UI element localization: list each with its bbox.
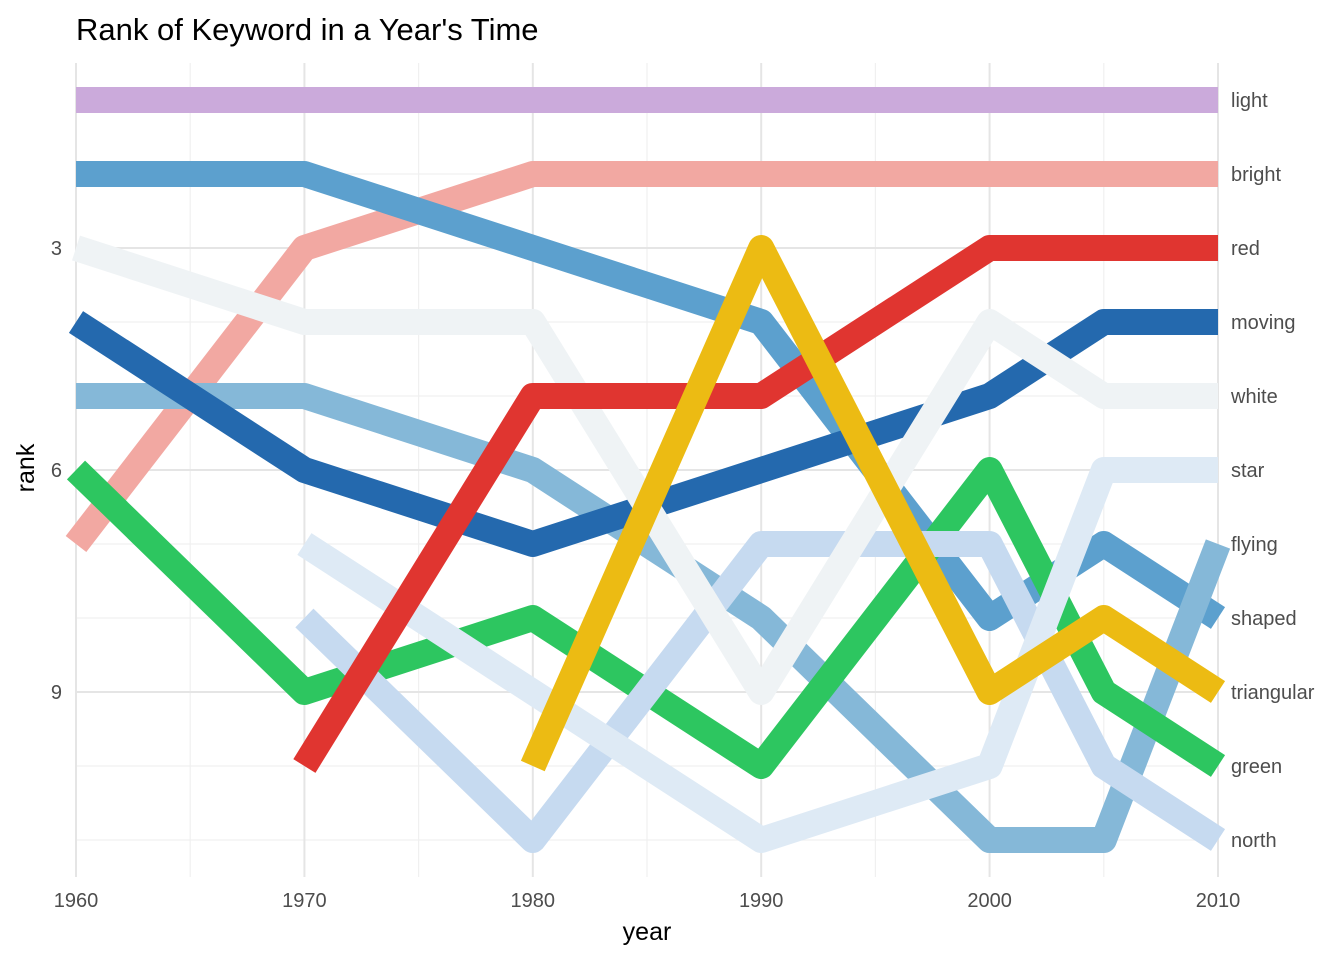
end-label-flying: flying: [1231, 534, 1278, 556]
x-tick-label: 2010: [1196, 890, 1241, 912]
series-line-white: [71, 235, 1218, 705]
chart-title: Rank of Keyword in a Year's Time: [76, 12, 539, 47]
end-labels: light bright red moving white star flying shape…: [1230, 90, 1315, 852]
x-tick-label: 1990: [739, 890, 784, 912]
end-label-north: north: [1231, 830, 1277, 852]
y-tick-label: 6: [51, 460, 62, 482]
end-label-bright: bright: [1231, 164, 1281, 186]
end-label-triangular: triangular: [1231, 682, 1315, 704]
end-label-light: light: [1231, 90, 1268, 112]
series-lines: [65, 87, 1231, 853]
series-line-triangular: [520, 235, 1226, 772]
y-tick-label: 9: [51, 682, 62, 704]
x-tick-label: 1960: [54, 890, 99, 912]
y-axis-ticks: 3 6 9: [51, 238, 62, 704]
end-label-star: star: [1231, 460, 1265, 482]
end-label-shaped: shaped: [1231, 608, 1297, 630]
series-line-moving: [68, 309, 1218, 557]
end-label-green: green: [1231, 756, 1282, 778]
y-axis-label: rank: [12, 443, 40, 492]
series-line-north: [295, 531, 1226, 853]
x-axis-ticks: 1960 1970 1980 1990 2000 2010: [54, 890, 1241, 912]
series-line-shaped: [76, 161, 1226, 631]
x-tick-label: 1980: [511, 890, 556, 912]
series-line-red: [293, 235, 1218, 773]
series-line-flying: [76, 383, 1231, 853]
end-label-red: red: [1231, 238, 1260, 260]
y-tick-label: 3: [51, 238, 62, 260]
x-tick-label: 1970: [282, 890, 327, 912]
series-line-green: [66, 457, 1226, 779]
end-label-white: white: [1230, 386, 1278, 408]
series-line-bright: [65, 161, 1218, 552]
x-tick-label: 2000: [967, 890, 1012, 912]
series-line-star: [297, 457, 1218, 853]
end-label-moving: moving: [1231, 312, 1295, 334]
x-axis-label: year: [623, 918, 672, 946]
